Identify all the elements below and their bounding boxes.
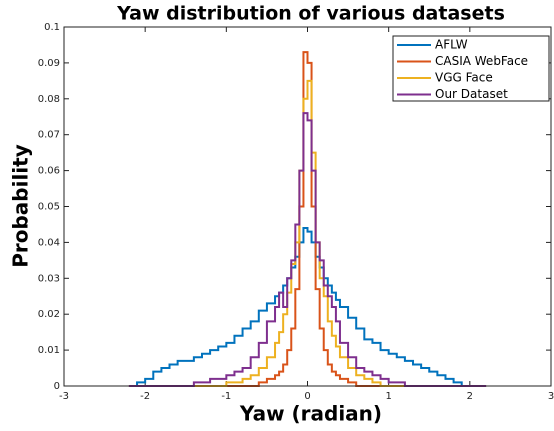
y-tick-label: 0.09 [38, 58, 60, 69]
y-tick-label: 0.05 [38, 202, 60, 213]
histogram-outline [128, 79, 487, 387]
y-tick-label: 0.02 [38, 309, 60, 320]
legend-label: AFLW [435, 38, 468, 52]
chart-title: Yaw distribution of various datasets [116, 3, 505, 25]
histogram-outline [128, 112, 487, 387]
y-tick-label: 0.07 [38, 130, 60, 141]
x-tick-label: 3 [548, 391, 554, 402]
y-tick-label: 0.06 [38, 166, 60, 177]
x-tick-label: 0 [304, 391, 310, 402]
legend-box [392, 35, 550, 102]
x-tick-label: -3 [59, 391, 69, 402]
x-tick-label: 2 [467, 391, 473, 402]
y-tick-label: 0.1 [44, 22, 60, 33]
y-tick-label: 0.08 [38, 94, 60, 105]
plot-frame [63, 26, 552, 387]
histogram-outline [128, 51, 487, 387]
y-tick-label: 0.01 [38, 345, 60, 356]
y-tick-label: 0.03 [38, 273, 60, 284]
histogram-outline [128, 227, 487, 387]
legend-label: CASIA WebFace [435, 54, 528, 68]
x-tick-label: 1 [385, 391, 391, 402]
x-tick-label: -2 [140, 391, 150, 402]
x-axis-label: Yaw (radian) [239, 402, 382, 426]
y-tick-label: 0 [54, 381, 60, 392]
y-tick-label: 0.04 [38, 237, 60, 248]
x-tick-label: -1 [221, 391, 231, 402]
legend-label: Our Dataset [435, 87, 508, 101]
legend-label: VGG Face [435, 71, 493, 85]
y-axis-label: Probability [9, 144, 33, 268]
